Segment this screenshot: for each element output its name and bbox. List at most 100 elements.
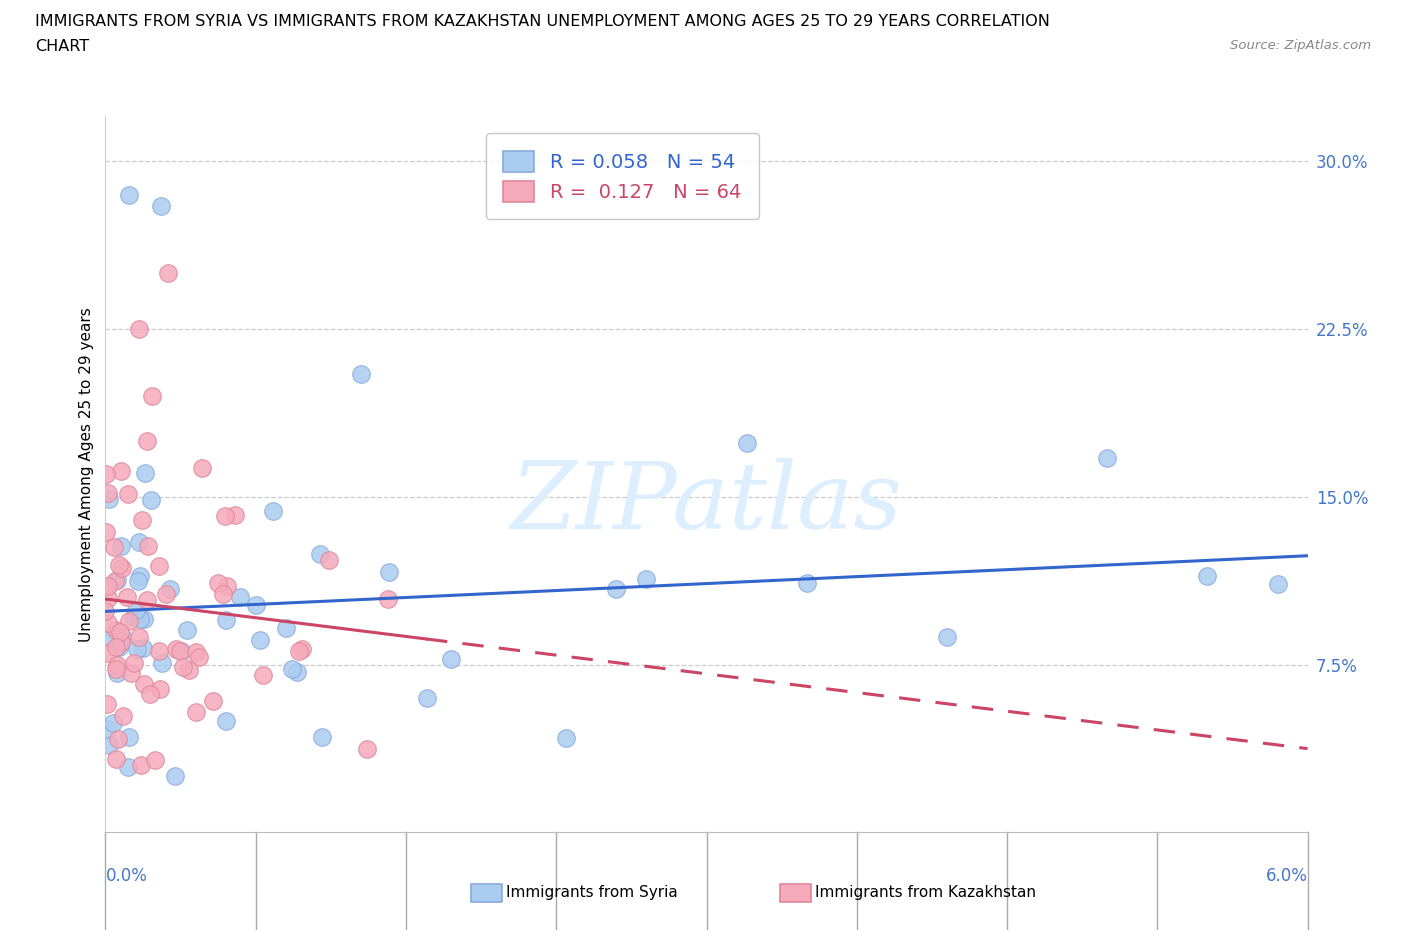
Point	[108, 558, 131, 573]
Point	[134, 611, 156, 626]
Point	[155, 586, 177, 601]
Point	[96, 645, 118, 660]
Text: 0.0%: 0.0%	[105, 867, 148, 884]
Point	[104, 751, 127, 766]
Point	[118, 187, 141, 202]
Point	[605, 581, 627, 596]
Point	[117, 486, 139, 501]
Point	[128, 535, 150, 550]
Point	[163, 769, 186, 784]
Point	[110, 634, 132, 649]
Point	[104, 662, 127, 677]
Point	[416, 691, 439, 706]
Point	[124, 609, 146, 624]
Point	[108, 624, 131, 639]
Point	[936, 630, 959, 644]
Point	[104, 574, 127, 589]
Point	[349, 366, 371, 381]
Point	[280, 661, 302, 676]
Point	[170, 644, 193, 658]
Point	[97, 486, 120, 501]
Point	[636, 572, 658, 587]
Point	[98, 737, 121, 752]
Point	[94, 604, 117, 618]
Point	[97, 616, 120, 631]
Point	[172, 659, 194, 674]
Point	[129, 612, 152, 627]
Legend: R = 0.058   N = 54, R =  0.127   N = 64: R = 0.058 N = 54, R = 0.127 N = 64	[486, 133, 759, 219]
Point	[1097, 451, 1119, 466]
Point	[103, 540, 125, 555]
Point	[165, 642, 187, 657]
Point	[105, 623, 128, 638]
Point	[107, 572, 129, 587]
Point	[440, 651, 463, 666]
Point	[149, 198, 172, 213]
Point	[152, 656, 174, 671]
Point	[105, 665, 128, 680]
Point	[1267, 577, 1289, 591]
Point	[97, 578, 120, 593]
Point	[131, 641, 153, 656]
Point	[101, 716, 124, 731]
Point	[285, 664, 308, 679]
Point	[118, 614, 141, 629]
Point	[291, 642, 314, 657]
Point	[176, 622, 198, 637]
Point	[311, 729, 333, 744]
Point	[125, 642, 148, 657]
Point	[228, 590, 250, 604]
Point	[131, 512, 153, 527]
Point	[107, 640, 129, 655]
Point	[217, 578, 239, 593]
Point	[224, 508, 246, 523]
Point	[117, 760, 139, 775]
Point	[318, 553, 340, 568]
Point	[143, 753, 166, 768]
Point	[169, 644, 191, 658]
Point	[129, 568, 152, 583]
Point	[134, 466, 156, 481]
Point	[136, 592, 159, 607]
Point	[157, 265, 180, 280]
Point	[122, 656, 145, 671]
Point	[128, 322, 150, 337]
Point	[249, 632, 271, 647]
Point	[378, 565, 401, 579]
Point	[207, 576, 229, 591]
Point	[377, 591, 399, 606]
Point	[274, 621, 297, 636]
Point	[129, 757, 152, 772]
Point	[94, 525, 117, 540]
Point	[356, 741, 378, 756]
Text: IMMIGRANTS FROM SYRIA VS IMMIGRANTS FROM KAZAKHSTAN UNEMPLOYMENT AMONG AGES 25 T: IMMIGRANTS FROM SYRIA VS IMMIGRANTS FROM…	[35, 14, 1050, 29]
Point	[184, 644, 207, 659]
Point	[148, 558, 170, 573]
Point	[97, 591, 120, 605]
Y-axis label: Unemployment Among Ages 25 to 29 years: Unemployment Among Ages 25 to 29 years	[79, 307, 94, 642]
Point	[214, 509, 236, 524]
Point	[201, 694, 224, 709]
Point	[124, 603, 146, 618]
Point	[96, 697, 118, 711]
Point	[211, 587, 233, 602]
Point	[115, 590, 138, 604]
Point	[107, 731, 129, 746]
Point	[110, 464, 132, 479]
Point	[118, 730, 141, 745]
Point	[128, 630, 150, 644]
Point	[215, 713, 238, 728]
Point	[141, 493, 163, 508]
Point	[105, 658, 128, 672]
Point	[110, 539, 132, 554]
Point	[136, 538, 159, 553]
Point	[111, 560, 134, 575]
Text: Immigrants from Kazakhstan: Immigrants from Kazakhstan	[815, 885, 1036, 900]
Point	[159, 581, 181, 596]
Point	[184, 705, 207, 720]
Point	[245, 598, 267, 613]
Text: 6.0%: 6.0%	[1265, 867, 1308, 884]
Point	[149, 682, 172, 697]
Point	[141, 389, 163, 404]
Text: ZIPatlas: ZIPatlas	[510, 458, 903, 548]
